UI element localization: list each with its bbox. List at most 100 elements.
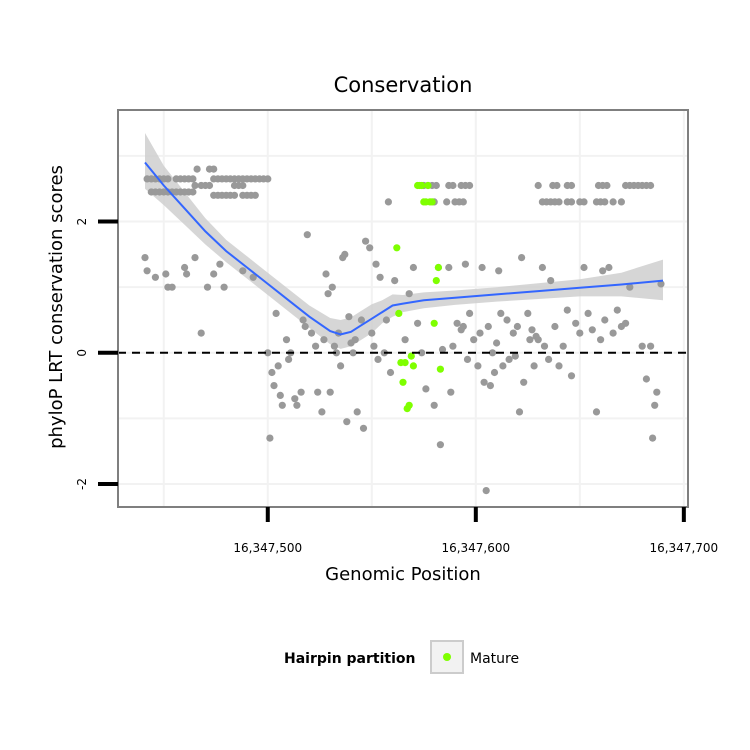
data-point (653, 388, 661, 396)
data-point (312, 342, 320, 350)
data-point (422, 385, 430, 393)
data-point (216, 260, 224, 268)
data-point (486, 382, 494, 390)
data-point (345, 313, 353, 321)
data-point (189, 175, 197, 183)
data-point (278, 401, 286, 409)
data-point (272, 309, 280, 317)
data-point (601, 316, 609, 324)
data-point (409, 263, 417, 272)
data-point (474, 362, 482, 370)
data-point (509, 329, 517, 337)
data-point (168, 283, 176, 291)
data-point (649, 434, 657, 442)
data-point (470, 336, 478, 344)
data-point (613, 306, 621, 314)
data-point (230, 191, 239, 199)
data-point (584, 309, 592, 317)
data-point (567, 372, 576, 380)
data-point (511, 352, 519, 360)
data-point (366, 244, 374, 252)
data-point (490, 368, 499, 377)
data-point (314, 388, 322, 396)
data-point (359, 424, 368, 432)
x-tick-label: 16,347,600 (441, 541, 510, 555)
mature-point (424, 181, 432, 190)
data-point (297, 388, 305, 396)
data-point (580, 263, 588, 272)
legend: Hairpin partition Mature (284, 640, 519, 674)
data-point (303, 231, 311, 239)
data-point (203, 283, 212, 291)
legend-title: Hairpin partition (284, 651, 415, 667)
data-point (609, 329, 617, 337)
mature-point (434, 263, 442, 272)
data-point (343, 418, 351, 426)
data-point (642, 375, 651, 383)
data-point (518, 254, 526, 262)
data-point (372, 260, 380, 268)
data-point (270, 382, 278, 390)
data-point (597, 336, 605, 344)
data-point (443, 198, 451, 206)
mature-point (432, 277, 440, 285)
data-point (368, 329, 376, 337)
data-point (183, 270, 191, 278)
data-point (547, 277, 555, 285)
data-point (567, 181, 576, 190)
data-point (291, 395, 299, 403)
data-point (534, 181, 542, 190)
mature-point (409, 362, 417, 370)
data-point (322, 270, 330, 278)
mature-point (399, 378, 407, 386)
data-point (337, 362, 345, 370)
data-point (328, 283, 336, 291)
data-point (282, 336, 291, 344)
data-point (505, 355, 513, 363)
data-point (447, 388, 455, 396)
chart-title: Conservation (334, 73, 473, 97)
data-point (567, 198, 576, 206)
data-point (484, 322, 492, 331)
mature-point (436, 365, 444, 373)
data-point (274, 362, 282, 370)
data-point (493, 339, 501, 347)
data-point (513, 322, 522, 331)
mature-point (418, 181, 426, 190)
data-point (449, 342, 457, 350)
data-point (445, 263, 453, 272)
data-point (603, 181, 611, 190)
y-tick-label: -2 (75, 478, 89, 490)
data-point (638, 342, 646, 350)
data-point (553, 181, 561, 190)
data-point (459, 322, 467, 331)
data-point (266, 434, 274, 442)
data-point (540, 342, 549, 350)
data-point (497, 309, 505, 317)
data-point (320, 336, 328, 344)
data-point (559, 342, 567, 350)
data-point (609, 198, 617, 206)
smooth-confidence-ribbon (145, 133, 663, 349)
data-point (285, 355, 293, 363)
data-point (324, 290, 332, 298)
data-point (599, 267, 607, 275)
data-point (205, 181, 214, 190)
data-point (384, 198, 392, 206)
data-point (341, 250, 349, 258)
data-point (463, 355, 472, 363)
data-point (141, 254, 149, 262)
data-point (293, 401, 301, 409)
mature-point (428, 198, 436, 206)
data-point (453, 319, 461, 327)
data-point (626, 283, 634, 291)
data-point (251, 191, 259, 199)
legend-mature-marker (443, 653, 451, 661)
data-point (349, 349, 357, 357)
data-point (181, 263, 189, 272)
data-point (480, 378, 488, 386)
data-point (605, 263, 613, 272)
data-point (401, 336, 409, 344)
data-point (499, 362, 507, 370)
data-point (239, 181, 247, 190)
